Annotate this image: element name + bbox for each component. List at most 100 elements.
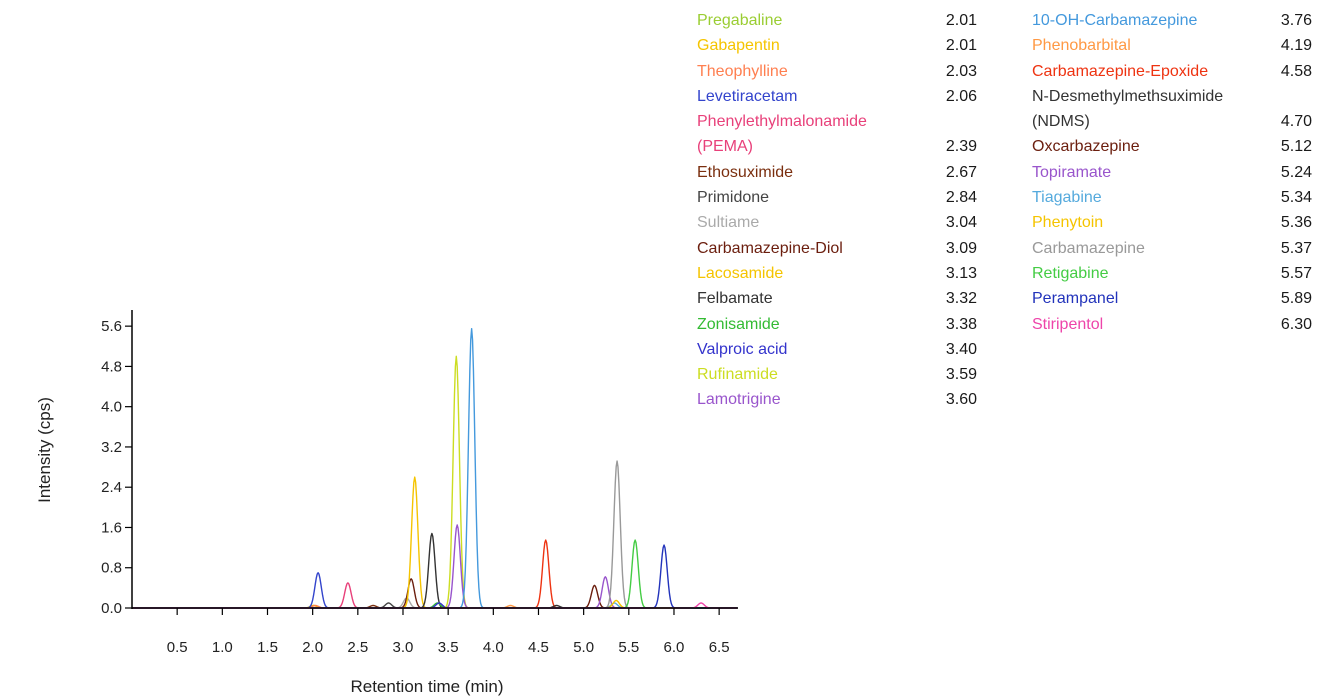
legend-item-name: Lamotrigine xyxy=(697,391,781,409)
legend-item-name: Theophylline xyxy=(697,62,788,80)
legend-item-name: Ethosuximide xyxy=(697,163,794,181)
peak-trace-topiramate xyxy=(132,576,738,609)
y-tick-label: 1.6 xyxy=(101,519,122,536)
x-tick-label: 4.0 xyxy=(483,639,504,656)
legend-item-retention-time: 3.09 xyxy=(945,239,977,257)
legend-item: Carbamazepine 5.37 xyxy=(1032,236,1312,261)
legend-item-retention-time: 4.19 xyxy=(1280,37,1312,55)
legend-item-name: Perampanel xyxy=(1032,290,1119,308)
legend-item: Primidone 2.84 xyxy=(697,185,977,210)
y-tick-label: 0.8 xyxy=(101,560,122,577)
legend-item: Valproic acid 3.40 xyxy=(697,337,977,362)
legend-item-name: Felbamate xyxy=(697,290,773,308)
legend-item-retention-time: 2.67 xyxy=(945,163,977,181)
legend-item: Oxcarbazepine 5.12 xyxy=(1032,134,1312,159)
legend-item-retention-time: 2.84 xyxy=(945,189,977,207)
legend-item: Ethosuximide 2.67 xyxy=(697,160,977,185)
legend-item-name: Carbamazepine-Diol xyxy=(697,239,843,257)
y-axis-title: Intensity (cps) xyxy=(35,397,54,503)
legend-item: Retigabine 5.57 xyxy=(1032,261,1312,286)
legend-item-name: Tiagabine xyxy=(1032,189,1102,207)
x-tick-label: 5.0 xyxy=(573,639,594,656)
legend-item-name: Stiripentol xyxy=(1032,315,1104,333)
legend-item-name: Phenytoin xyxy=(1032,214,1104,232)
legend-item: Rufinamide 3.59 xyxy=(697,362,977,387)
legend-item-name: Carbamazepine-Epoxide xyxy=(1032,62,1209,80)
legend-item-retention-time: 3.32 xyxy=(945,290,977,308)
y-axis-ticks: 0.0 0.8 1.6 2.4 3.2 4.0 4.8 5.6 xyxy=(101,318,132,617)
legend-item: Topiramate 5.24 xyxy=(1032,160,1312,185)
legend-item: Stiripentol 6.30 xyxy=(1032,312,1312,337)
legend-item-name: Levetiracetam xyxy=(697,87,798,105)
legend-item: Perampanel 5.89 xyxy=(1032,286,1312,311)
legend-item-retention-time: 3.40 xyxy=(945,340,977,358)
legend-item: Levetiracetam 2.06 xyxy=(697,84,977,109)
legend-item-name: Topiramate xyxy=(1032,163,1112,181)
legend-item-retention-time: 5.12 xyxy=(1280,138,1312,156)
legend-item-name: Primidone xyxy=(697,189,770,207)
legend-column-right: 10-OH-Carbamazepine 3.76 Phenobarbital 4.19… xyxy=(1032,8,1312,337)
legend-item-name: N-Desmethylmethsuximide (NDMS) xyxy=(1032,87,1224,131)
peak-trace-carbamazepine xyxy=(132,460,738,609)
legend-column-left: Pregabaline 2.01 Gabapentin 2.01 Theophyllin… xyxy=(697,8,977,413)
legend-item-retention-time: 2.01 xyxy=(945,37,977,55)
legend-item-retention-time: 2.06 xyxy=(945,87,977,105)
x-tick-label: 1.0 xyxy=(212,639,233,656)
x-tick-label: 3.5 xyxy=(438,639,459,656)
legend-item-name: Rufinamide xyxy=(697,366,778,384)
legend-item-retention-time: 3.38 xyxy=(945,315,977,333)
y-tick-label: 3.2 xyxy=(101,439,122,456)
peak-trace-rufinamide xyxy=(132,355,738,609)
legend-item-name: Phenobarbital xyxy=(1032,37,1131,55)
x-tick-label: 6.5 xyxy=(709,639,730,656)
legend-item-retention-time: 3.60 xyxy=(945,391,977,409)
legend-item-name: Lacosamide xyxy=(697,264,784,282)
y-tick-label: 4.8 xyxy=(101,358,122,375)
legend-item-retention-time: 5.36 xyxy=(1280,214,1312,232)
legend-item-name: Retigabine xyxy=(1032,264,1109,282)
y-tick-label: 4.0 xyxy=(101,399,122,416)
x-tick-label: 5.5 xyxy=(618,639,639,656)
legend-item: Lamotrigine 3.60 xyxy=(697,387,977,412)
legend-item-name: Gabapentin xyxy=(697,37,780,55)
legend-item-retention-time: 6.30 xyxy=(1280,315,1312,333)
legend-item-retention-time: 3.04 xyxy=(945,214,977,232)
legend-item: Pregabaline 2.01 xyxy=(697,8,977,33)
legend-item: Gabapentin 2.01 xyxy=(697,33,977,58)
legend-item-retention-time: 4.70 xyxy=(1280,113,1312,131)
x-tick-label: 3.0 xyxy=(393,639,414,656)
legend-item-retention-time: 5.89 xyxy=(1280,290,1312,308)
legend-item-retention-time: 5.37 xyxy=(1280,239,1312,257)
legend-item: N-Desmethylmethsuximide (NDMS) 4.70 xyxy=(1032,84,1312,135)
legend-item-name: Valproic acid xyxy=(697,340,788,358)
peak-trace-levetiracetam xyxy=(132,572,738,609)
x-tick-label: 2.5 xyxy=(347,639,368,656)
legend-item: Carbamazepine-Diol 3.09 xyxy=(697,236,977,261)
legend-item: Carbamazepine-Epoxide 4.58 xyxy=(1032,59,1312,84)
legend-item-name: Zonisamide xyxy=(697,315,780,333)
x-tick-label: 2.0 xyxy=(302,639,323,656)
chart-axes xyxy=(131,310,738,609)
legend-item-name: 10-OH-Carbamazepine xyxy=(1032,12,1198,29)
legend-item: Phenobarbital 4.19 xyxy=(1032,33,1312,58)
legend-item-name: Sultiame xyxy=(697,214,760,232)
legend-item-retention-time: 3.59 xyxy=(945,366,977,384)
x-tick-label: 0.5 xyxy=(167,639,188,656)
legend-item: Sultiame 3.04 xyxy=(697,210,977,235)
legend-item-retention-time: 5.34 xyxy=(1280,189,1312,207)
x-tick-label: 4.5 xyxy=(528,639,549,656)
legend-item-retention-time: 2.03 xyxy=(945,62,977,80)
legend-item: Phenytoin 5.36 xyxy=(1032,210,1312,235)
x-tick-label: 6.0 xyxy=(664,639,685,656)
legend-item-retention-time: 5.24 xyxy=(1280,163,1312,181)
x-tick-label: 1.5 xyxy=(257,639,278,656)
legend-item-name: Carbamazepine xyxy=(1032,239,1145,257)
legend-item-retention-time: 2.01 xyxy=(945,12,977,29)
y-tick-label: 5.6 xyxy=(101,318,122,335)
legend-item: Felbamate 3.32 xyxy=(697,286,977,311)
legend-item-retention-time: 4.58 xyxy=(1280,62,1312,80)
chromatogram-peaks xyxy=(132,327,738,609)
y-tick-label: 2.4 xyxy=(101,479,122,496)
x-axis-ticks: 0.5 1.0 1.5 2.0 2.5 3.0 3.5 4.0 4.5 5.0 5.5 6.0 6.5 xyxy=(167,608,730,656)
